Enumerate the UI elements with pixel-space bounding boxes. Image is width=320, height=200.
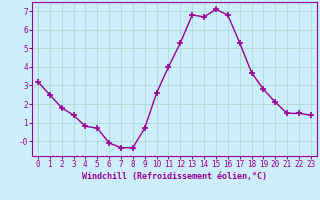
X-axis label: Windchill (Refroidissement éolien,°C): Windchill (Refroidissement éolien,°C): [82, 172, 267, 181]
